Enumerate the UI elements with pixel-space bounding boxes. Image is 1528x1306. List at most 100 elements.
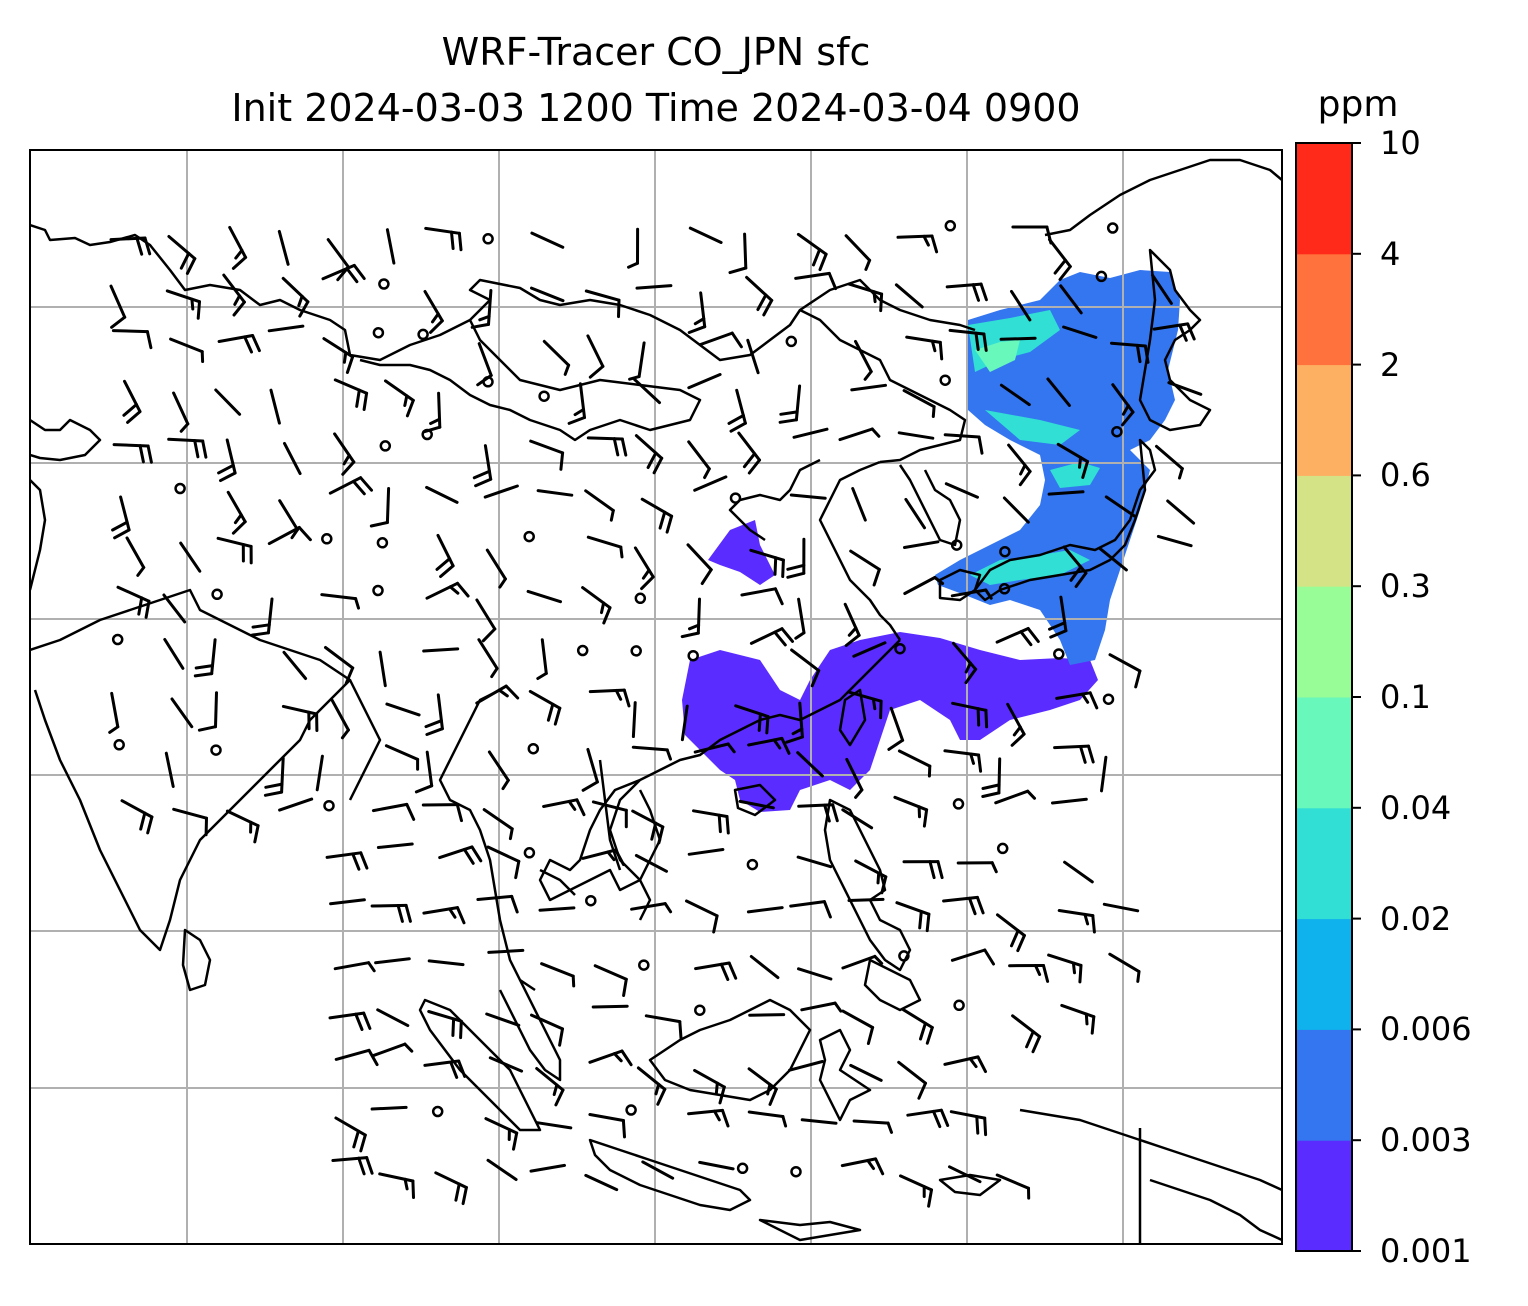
wind-barb-flag	[411, 1179, 415, 1199]
wind-barb-flag	[462, 847, 475, 865]
wind-barb-flag	[243, 335, 253, 354]
wind-barb-flag	[345, 267, 359, 284]
wind-barb-flag	[932, 1109, 942, 1129]
wind-barb-shaft	[747, 1110, 785, 1118]
colorbar-segment	[1296, 807, 1352, 920]
wind-barb-flag	[455, 803, 463, 823]
calm-marker	[113, 739, 125, 751]
wind-barb-flag	[1080, 692, 1090, 704]
wind-barb-shaft	[840, 1157, 878, 1168]
wind-barb-shaft	[225, 809, 260, 828]
wind-barb-flag	[424, 719, 443, 729]
wind-barb-flag	[403, 394, 409, 407]
wind-barb-flag	[964, 661, 972, 674]
wind-barb-shaft	[948, 328, 986, 336]
wind-barb-shaft	[851, 487, 867, 522]
wind-barb-flag	[1078, 963, 1083, 984]
wind-barb-shaft	[476, 894, 514, 901]
calm-marker	[898, 950, 910, 962]
wind-barb-flag	[844, 633, 861, 647]
wind-barb-shaft	[423, 290, 444, 323]
wind-barb-flag	[665, 748, 672, 761]
wind-barb-shaft	[847, 897, 885, 902]
wind-barb-flag	[113, 528, 131, 540]
wind-barb-shaft	[904, 497, 926, 530]
wind-barb-flag	[983, 948, 995, 966]
wind-barb-flag	[768, 1087, 778, 1106]
wind-barb-flag	[405, 802, 416, 821]
calm-marker	[372, 584, 384, 597]
wind-barb-shaft	[800, 1118, 838, 1125]
wind-barb-shaft	[434, 1171, 468, 1189]
wind-barb-shaft	[475, 598, 497, 631]
wind-barb-flag	[342, 351, 348, 364]
wind-barb-shaft	[278, 797, 314, 812]
wind-barb-flag	[508, 827, 514, 841]
island-sri-lanka	[181, 928, 212, 992]
wind-barb-flag	[729, 421, 747, 433]
wind-barb-flag	[976, 1055, 987, 1074]
wind-barb-flag	[847, 626, 858, 637]
wind-barb-flag	[880, 875, 888, 895]
wind-barb-flag	[606, 850, 616, 862]
chart-subtitle: Init 2024-03-03 1200 Time 2024-03-04 090…	[231, 86, 1081, 130]
wind-barb-flag	[233, 294, 241, 306]
wind-barb-flag	[472, 469, 491, 480]
colorbar	[1295, 142, 1361, 1252]
wind-barb-shaft	[1155, 444, 1184, 471]
wind-barb-flag	[628, 375, 641, 381]
wind-barb-shaft	[281, 276, 310, 304]
wind-barb-flag	[425, 727, 444, 736]
wind-barb-shaft	[1047, 490, 1085, 496]
wind-barb-shaft	[588, 1113, 625, 1122]
wind-barb-shaft	[942, 895, 979, 903]
wind-barb-shaft	[1053, 744, 1090, 750]
wind-barb-shaft	[376, 1008, 410, 1028]
wind-barb-shaft	[687, 440, 711, 471]
wind-barb-shaft	[370, 903, 408, 908]
wind-barb-flag	[403, 1042, 414, 1053]
wind-barb-flag	[864, 258, 872, 271]
wind-barb-flag	[354, 1012, 364, 1031]
wind-barb-flag	[766, 1082, 772, 1096]
wind-barb-flag	[936, 860, 944, 880]
wind-barb-shaft	[852, 1119, 890, 1125]
wind-barb-shaft	[1046, 377, 1071, 407]
colorbar-tick-label: 0.3	[1380, 567, 1431, 606]
wind-barb-shaft	[698, 1160, 735, 1171]
wind-barb-shaft	[321, 263, 356, 281]
calm-marker	[894, 642, 906, 655]
island-mindanao	[863, 958, 922, 1012]
wind-barb-shaft	[1048, 238, 1072, 268]
wind-barb-shaft	[849, 549, 881, 571]
wind-barb-shaft	[688, 226, 723, 244]
wind-barb-shaft	[225, 438, 237, 475]
wind-barb-flag	[719, 962, 730, 981]
wind-barb-shaft	[475, 684, 508, 705]
calm-marker	[1111, 425, 1123, 438]
wind-barb-flag	[354, 597, 360, 610]
wind-barb-shaft	[635, 284, 673, 290]
wind-barb-shaft	[322, 337, 355, 359]
wind-barb-flag	[931, 405, 936, 418]
wind-barb-shaft	[800, 1001, 837, 1012]
calm-marker	[790, 1165, 802, 1178]
wind-barb-shaft	[1108, 653, 1142, 673]
wind-barb-flag	[179, 251, 191, 270]
wind-barb-flag	[773, 556, 778, 576]
wind-barb-flag	[971, 283, 980, 302]
wind-barb-shaft	[581, 586, 612, 610]
wind-barb-shaft	[477, 638, 499, 670]
wind-barb-shaft	[425, 581, 459, 600]
wind-barb-flag	[404, 903, 412, 923]
wind-barb-flag	[461, 1186, 468, 1206]
wind-barb-flag	[1016, 934, 1026, 953]
wind-barb-flag	[831, 803, 839, 823]
wind-barb-shaft	[692, 809, 729, 818]
wind-barb-shaft	[116, 585, 151, 603]
wind-barb-flag	[619, 545, 624, 559]
wind-barb-shaft	[746, 906, 784, 914]
wind-barb-shaft	[999, 336, 1037, 341]
wind-barb-flag	[449, 1060, 459, 1079]
wind-barb-flag	[1079, 745, 1087, 764]
